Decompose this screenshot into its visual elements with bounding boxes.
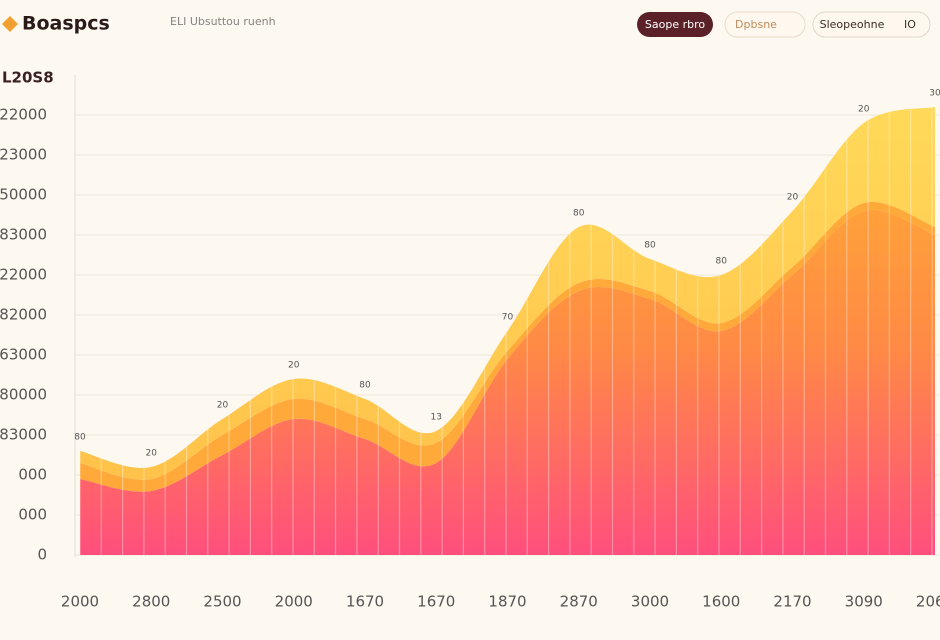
- x-tick-label: 1600: [702, 593, 740, 611]
- area: [80, 107, 935, 480]
- button-label[interactable]: Dpbsne: [735, 18, 777, 31]
- subtitle: ELI Ubsuttou ruenh: [170, 15, 276, 28]
- x-tick-label: 1670: [346, 593, 384, 611]
- x-tick-label: 1670: [417, 593, 455, 611]
- button[interactable]: [724, 11, 806, 38]
- point-label: 80: [359, 381, 371, 391]
- y-tick-label: 63000: [0, 346, 47, 364]
- y-tick-label: 000: [18, 506, 47, 524]
- badge: IO: [904, 18, 916, 31]
- point-label: 20: [288, 361, 300, 371]
- y-tick-label: 80000: [0, 386, 47, 404]
- x-tick-label: 2870: [560, 593, 598, 611]
- point-label: 13: [431, 413, 442, 423]
- point-label: 20: [217, 401, 229, 411]
- x-tick-label: 2170: [773, 593, 811, 611]
- y-tick-label: 0: [37, 546, 47, 564]
- x-tick-label: 2000: [61, 593, 99, 611]
- point-label: 20: [858, 105, 870, 115]
- y-axis-title: L20S8: [2, 69, 54, 87]
- x-tick-label: 1870: [488, 593, 526, 611]
- y-tick-label: 83000: [0, 426, 47, 444]
- y-tick-label: 22000: [0, 266, 47, 284]
- point-label: 80: [573, 209, 585, 219]
- area: [80, 209, 935, 555]
- point-label: 80: [74, 433, 86, 443]
- y-tick-label: 83000: [0, 226, 47, 244]
- y-tick-label: 22000: [0, 106, 47, 124]
- point-label: 70: [502, 313, 514, 323]
- y-tick-label: 000: [18, 466, 47, 484]
- button-label[interactable]: Sleopeohne: [820, 18, 885, 31]
- x-tick-label: 2060: [916, 593, 940, 611]
- x-tick-label: 3090: [845, 593, 883, 611]
- point-label: 80: [716, 257, 728, 267]
- button-label[interactable]: Saope rbro: [645, 18, 705, 31]
- point-label: 30: [929, 89, 940, 99]
- logo-icon: [2, 16, 18, 32]
- y-tick-label: 82000: [0, 306, 47, 324]
- point-label: 20: [146, 449, 158, 459]
- x-tick-label: 2500: [203, 593, 241, 611]
- x-tick-label: 2000: [275, 593, 313, 611]
- point-label: 20: [787, 193, 799, 203]
- point-label: 80: [644, 241, 656, 251]
- x-tick-label: 2800: [132, 593, 170, 611]
- y-tick-label: 23000: [0, 146, 47, 164]
- button[interactable]: [812, 11, 931, 38]
- logo: Boaspcs: [22, 13, 110, 35]
- x-tick-label: 3000: [631, 593, 669, 611]
- button[interactable]: [637, 12, 713, 37]
- y-tick-label: 50000: [0, 186, 47, 204]
